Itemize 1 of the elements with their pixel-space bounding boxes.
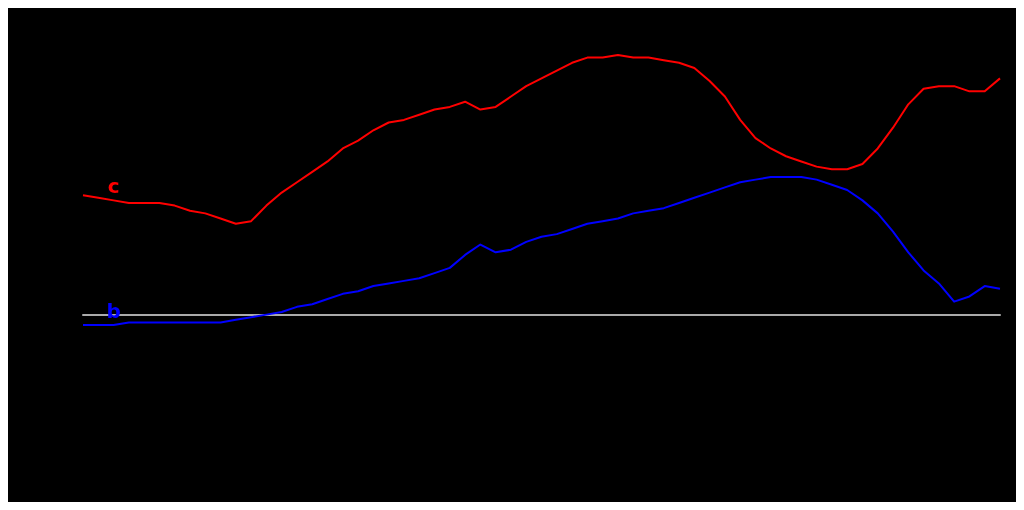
series-label: c xyxy=(107,174,120,199)
